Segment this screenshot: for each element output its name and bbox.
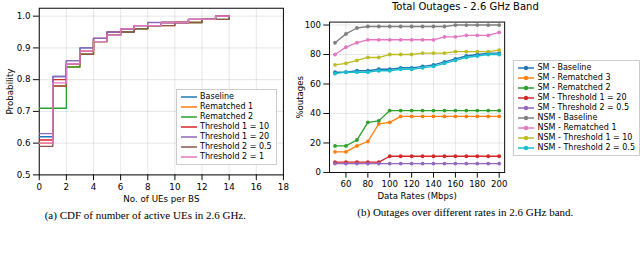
svg-text:4: 4 (91, 182, 97, 192)
svg-text:120: 120 (403, 179, 419, 189)
html-text:Threshold 1 = 20: Threshold 1 = 20 (200, 132, 270, 142)
svg-text:8: 8 (145, 182, 151, 192)
html-text:(b) Outages over different rat: (b) Outages over different rates in 2.6 … (357, 206, 574, 219)
svg-text:20: 20 (310, 138, 321, 148)
html-text:SM - Rematched 3: SM - Rematched 3 (537, 73, 611, 83)
html-text:SM - Rematched 2: SM - Rematched 2 (537, 83, 611, 93)
html-text:Baseline: Baseline (200, 92, 234, 102)
svg-text:100: 100 (381, 179, 397, 189)
html-text:Threshold 2 = 0.5: Threshold 2 = 0.5 (200, 142, 272, 152)
svg-text:80: 80 (310, 49, 321, 59)
svg-text:14: 14 (224, 182, 236, 192)
svg-text:160: 160 (447, 179, 463, 189)
html-text:Total Outages - 2.6 GHz Band: Total Outages - 2.6 GHz Band (391, 1, 539, 12)
svg-text:80: 80 (362, 179, 373, 189)
html-text:SM - Threshold 1 = 20: SM - Threshold 1 = 20 (537, 93, 627, 103)
html-text:NSM - Rematched 1: NSM - Rematched 1 (537, 123, 617, 133)
svg-text:40: 40 (310, 108, 321, 118)
svg-text:Data Rates (Mbps): Data Rates (Mbps) (377, 191, 456, 201)
html-text:(a) CDF of number of active UE: (a) CDF of number of active UEs in 2.6 G… (44, 209, 246, 222)
svg-text:0.7: 0.7 (17, 106, 31, 116)
svg-text:No. of UEs per BS: No. of UEs per BS (123, 194, 200, 204)
html-text:Threshold 2 = 1: Threshold 2 = 1 (200, 152, 264, 162)
svg-text:0: 0 (315, 167, 320, 177)
svg-text:6: 6 (118, 182, 124, 192)
svg-text:60: 60 (340, 179, 351, 189)
html-text:Rematched 1: Rematched 1 (200, 102, 254, 112)
svg-text:12: 12 (196, 182, 207, 192)
svg-text:200: 200 (491, 179, 507, 189)
svg-text:18: 18 (278, 182, 289, 192)
svg-text:%outages: %outages (295, 75, 305, 118)
svg-text:60: 60 (310, 79, 321, 89)
html-text:Threshold 1 = 10: Threshold 1 = 10 (200, 122, 270, 132)
html-text:NSM - Baseline: NSM - Baseline (537, 113, 598, 123)
svg-text:0.9: 0.9 (17, 43, 31, 53)
svg-text:100: 100 (304, 20, 320, 30)
svg-text:0.5: 0.5 (17, 170, 31, 180)
html-text:SM - Baseline: SM - Baseline (537, 63, 592, 73)
html-text:SM - Threshold 2 = 0.5: SM - Threshold 2 = 0.5 (537, 103, 629, 113)
svg-text:0: 0 (36, 182, 42, 192)
svg-text:16: 16 (251, 182, 262, 192)
svg-text:2: 2 (64, 182, 70, 192)
svg-text:10: 10 (169, 182, 180, 192)
html-text:NSM - Threshold 1 = 10: NSM - Threshold 1 = 10 (537, 133, 633, 143)
svg-text:0.8: 0.8 (17, 74, 31, 84)
svg-text:180: 180 (469, 179, 485, 189)
svg-text:1.0: 1.0 (17, 11, 31, 21)
svg-text:0.6: 0.6 (17, 138, 31, 148)
html-text:NSM - Threshold 2 = 0.5: NSM - Threshold 2 = 0.5 (537, 143, 635, 153)
svg-text:140: 140 (425, 179, 441, 189)
html-text:Rematched 2: Rematched 2 (200, 112, 254, 122)
svg-text:Probability: Probability (4, 69, 14, 115)
